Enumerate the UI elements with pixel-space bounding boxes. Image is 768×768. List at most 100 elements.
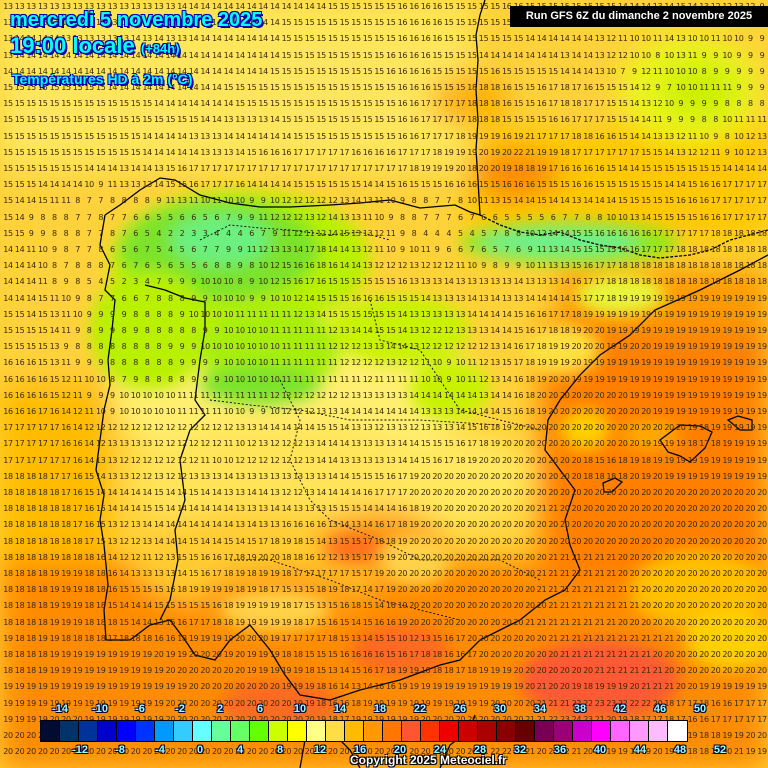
legend-label-bottom: 36 <box>554 744 566 756</box>
grid-value: 19 <box>640 472 652 481</box>
grid-value: 15 <box>83 100 95 108</box>
grid-value: 18 <box>14 586 26 594</box>
grid-value: 21 <box>663 683 675 691</box>
grid-value: 19 <box>652 391 664 400</box>
grid-value: 13 <box>72 3 84 11</box>
grid-value: 21 <box>478 748 490 756</box>
grid-value: 15 <box>83 84 95 92</box>
grid-value: 14 <box>466 310 478 319</box>
grid-value: 9 <box>106 327 118 335</box>
grid-value: 12 <box>164 424 176 432</box>
grid-value: 15 <box>362 472 374 481</box>
grid-value: 14 <box>176 84 188 92</box>
grid-value: 14 <box>547 294 559 303</box>
grid-value: 14 <box>338 521 350 529</box>
grid-value: 17 <box>733 213 745 222</box>
grid-value: 12 <box>350 343 362 351</box>
grid-value: 19 <box>733 375 745 384</box>
grid-value: 13 <box>443 408 455 416</box>
grid-value: 19 <box>83 683 95 691</box>
grid-value: 7 <box>431 213 443 222</box>
grid-value: 19 <box>280 667 292 675</box>
grid-value: 20 <box>547 489 559 497</box>
grid-value: 10 <box>211 343 223 351</box>
grid-value: 10 <box>130 391 142 400</box>
legend-swatch <box>288 721 307 741</box>
grid-value: 20 <box>536 489 548 497</box>
grid-value: 11 <box>199 391 211 400</box>
grid-value: 16 <box>373 651 385 659</box>
grid-value: 12 <box>164 456 176 465</box>
grid-value: 17 <box>362 553 374 562</box>
grid-value: 15 <box>106 116 118 124</box>
grid-value: 17 <box>37 456 49 465</box>
grid-value: 8 <box>48 229 60 238</box>
grid-value: 19 <box>756 748 768 756</box>
grid-value: 20 <box>269 748 281 756</box>
grid-value: 18 <box>663 278 675 286</box>
grid-value: 18 <box>83 618 95 627</box>
grid-value: 19 <box>83 667 95 675</box>
grid-value: 10 <box>234 440 246 448</box>
grid-value: 8 <box>153 359 165 367</box>
grid-value: 18 <box>48 537 60 546</box>
grid-value: 16 <box>373 148 385 157</box>
grid-value: 7 <box>420 213 432 222</box>
grid-value: 11 <box>199 456 211 465</box>
grid-value: 15 <box>14 84 26 92</box>
grid-value: 8 <box>130 359 142 367</box>
grid-value: 12 <box>269 440 281 448</box>
grid-value: 15 <box>338 35 350 43</box>
grid-value: 22 <box>512 148 524 157</box>
grid-value: 20 <box>652 651 664 659</box>
grid-value: 11 <box>362 213 374 222</box>
grid-value: 17 <box>48 456 60 465</box>
grid-value: 13 <box>141 537 153 546</box>
grid-value: 20 <box>675 537 687 546</box>
grid-value: 19 <box>617 683 629 691</box>
grid-value: 13 <box>83 35 95 43</box>
grid-value: 16 <box>315 278 327 286</box>
grid-value: 20 <box>617 570 629 578</box>
grid-value: 8 <box>106 343 118 351</box>
grid-value: 20 <box>211 748 223 756</box>
grid-value: 19 <box>628 375 640 384</box>
grid-value: 14 <box>211 100 223 108</box>
grid-value: 8 <box>95 246 107 254</box>
run-label: Run GFS 6Z du dimanche 2 novembre 2025 <box>510 6 768 27</box>
grid-value: 14 <box>338 472 350 481</box>
grid-value: 20 <box>454 505 466 513</box>
grid-value: 15 <box>246 84 258 92</box>
grid-value: 20 <box>188 683 200 691</box>
grid-value: 18 <box>25 586 37 594</box>
grid-value: 14 <box>118 51 130 60</box>
grid-value: 13 <box>153 472 165 481</box>
grid-value: 19 <box>698 310 710 319</box>
grid-value: 15 <box>454 19 466 27</box>
grid-value: 17 <box>512 359 524 367</box>
legend-label-bottom: 40 <box>594 744 606 756</box>
grid-value: 5 <box>153 246 165 254</box>
grid-value: 14 <box>489 391 501 400</box>
grid-value: 17 <box>257 165 269 173</box>
grid-value: 14 <box>338 683 350 691</box>
grid-value: 16 <box>431 35 443 43</box>
grid-value: 13 <box>141 440 153 448</box>
grid-value: 15 <box>72 165 84 173</box>
grid-value: 16 <box>582 84 594 92</box>
grid-value: 17 <box>594 116 606 124</box>
grid-value: 15 <box>338 116 350 124</box>
grid-value: 15 <box>350 472 362 481</box>
grid-value: 20 <box>292 748 304 756</box>
grid-value: 14 <box>524 197 536 205</box>
grid-value: 18 <box>14 553 26 562</box>
grid-value: 19 <box>83 699 95 708</box>
grid-value: 15 <box>60 116 72 124</box>
grid-value: 12 <box>327 391 339 400</box>
grid-value: 19 <box>2 634 14 643</box>
grid-value: 18 <box>280 553 292 562</box>
grid-value: 20 <box>478 505 490 513</box>
grid-value: 14 <box>153 35 165 43</box>
grid-value: 20 <box>698 537 710 546</box>
grid-value: 16 <box>420 51 432 60</box>
